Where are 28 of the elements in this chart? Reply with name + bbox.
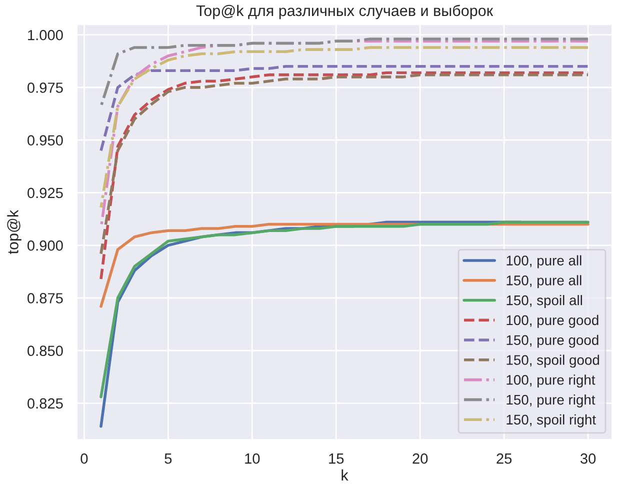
legend-label: 100, pure all — [506, 255, 582, 268]
x-tick-label: 25 — [496, 453, 512, 464]
legend-label: 100, pure right — [506, 374, 596, 388]
x-tick-label: 30 — [580, 453, 596, 464]
x-axis-title: k — [342, 469, 348, 480]
y-tick-label: 0.875 — [28, 293, 63, 304]
line-series — [100, 65, 590, 152]
legend-label: 150, spoil right — [506, 414, 596, 428]
y-tick-label: 1.000 — [28, 30, 63, 40]
legend-label: 150, pure good — [506, 334, 598, 348]
y-tick-label: 0.950 — [28, 135, 63, 146]
x-tick-label: 5 — [164, 454, 172, 464]
y-tick-label: 0.925 — [28, 188, 63, 198]
y-tick-label: 0.825 — [28, 398, 63, 409]
legend-label: 150, spoil good — [506, 354, 600, 368]
legend-label: 150, pure right — [506, 394, 596, 408]
y-tick-label: 0.975 — [28, 82, 63, 93]
legend-label: 150, pure all — [506, 275, 582, 288]
x-tick-label: 0 — [80, 453, 88, 464]
y-tick-label: 0.900 — [28, 240, 63, 251]
x-tick-label: 10 — [245, 453, 260, 464]
chart-title: Top@k для различных случаев и выборок — [196, 4, 494, 20]
legend-label: 150, spoil all — [506, 295, 582, 308]
legend-label: 100, pure good — [506, 314, 598, 328]
x-tick-label: 20 — [412, 453, 428, 464]
x-tick-label: 15 — [329, 454, 344, 464]
y-tick-label: 0.850 — [28, 346, 63, 356]
y-axis-title: top@k — [7, 210, 22, 254]
